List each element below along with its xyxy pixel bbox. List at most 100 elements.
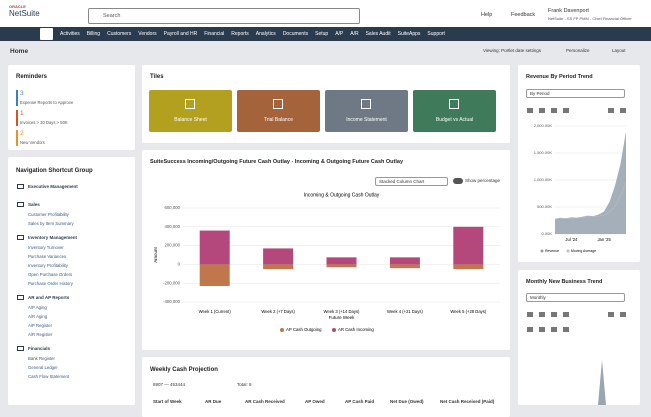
header: ORACLE NetSuite Search Help Feedback Fra… <box>0 0 651 27</box>
shortcut-link[interactable]: Customer Profitability <box>28 212 69 217</box>
reminder-label[interactable]: Invoices > 30 Days > 50K <box>20 120 68 125</box>
legend-marker <box>540 249 544 253</box>
x-axis-label: Future Week <box>329 315 355 320</box>
column-header: AP Cash Paid <box>345 399 375 404</box>
panel-title: Monthly New Business Trend <box>526 279 603 285</box>
legend-label: AR Cash Incoming <box>338 327 374 332</box>
tile[interactable]: Income Statement <box>325 90 408 132</box>
shortcut-link[interactable]: Purchase Variances <box>28 254 67 259</box>
shortcut-link[interactable]: Sales by Item Summary <box>28 221 74 226</box>
nav-item[interactable]: A/P <box>335 31 344 37</box>
period-select[interactable]: Monthly <box>526 293 625 302</box>
toolbar-icon[interactable] <box>527 108 533 113</box>
nav-item[interactable]: Sales Audit <box>365 31 391 37</box>
logo-brand: ORACLE <box>9 4 26 9</box>
reminder-count: 2 <box>20 130 24 137</box>
user-name[interactable]: Frank Davenport <box>548 8 589 14</box>
total-count: Total: 9 <box>237 382 252 387</box>
tile[interactable]: Trial Balance <box>237 90 320 132</box>
legend-marker <box>566 249 570 253</box>
column-header: Start of Week <box>153 399 182 404</box>
reminder-label[interactable]: Expense Reports to Approve <box>20 100 74 105</box>
y-tick-label: 200,000 <box>164 243 180 248</box>
shortcut-link[interactable]: A/P Aging <box>28 305 47 310</box>
toolbar-icon[interactable] <box>551 108 557 113</box>
logo-product: NetSuite <box>9 9 40 18</box>
bar <box>263 264 294 270</box>
nav-item[interactable]: Customers <box>107 31 132 37</box>
shortcut-link[interactable]: A/R Aging <box>28 314 48 319</box>
nav-item[interactable]: Activities <box>60 31 80 37</box>
bar <box>199 264 230 287</box>
toolbar-icon[interactable] <box>608 108 614 113</box>
search-box[interactable]: Search <box>88 8 360 24</box>
group-icon <box>17 235 24 240</box>
toggle[interactable] <box>453 178 463 184</box>
filter-select[interactable]: 8907 — 453444 <box>153 382 186 387</box>
group-name[interactable]: Executive Management <box>28 184 78 189</box>
shortcut-link[interactable]: Inventory Profitability <box>28 263 68 268</box>
y-tick-label: 0 <box>178 262 181 267</box>
weekly-panel: Weekly Cash Projection 8907 — 453444 Tot… <box>142 357 510 417</box>
legend-label: Revenue <box>545 249 559 253</box>
period-select[interactable]: By Period <box>526 89 625 98</box>
group-name[interactable]: Sales <box>28 202 40 207</box>
layout-menu[interactable]: Layout <box>612 48 626 53</box>
nav-item[interactable]: Support <box>427 31 445 37</box>
shortcut-link[interactable]: A/R Register <box>28 332 53 337</box>
tiles-panel: Tiles Balance Sheet Trial Balance Income S… <box>142 65 510 143</box>
group-icon <box>17 346 24 351</box>
reminder-count: 3 <box>20 90 24 97</box>
nav-item[interactable]: Billing <box>86 31 101 37</box>
nav-item[interactable]: A/R <box>350 31 359 37</box>
personalize-menu[interactable]: Personalize <box>566 48 590 53</box>
home-icon[interactable] <box>40 28 53 40</box>
panel-title: Tiles <box>150 74 164 80</box>
nav-item[interactable]: Analytics <box>255 31 276 37</box>
reminder-label[interactable]: New Vendors <box>20 140 45 145</box>
toolbar-icon[interactable] <box>563 108 569 113</box>
bar <box>453 264 484 270</box>
toolbar-icon[interactable] <box>620 108 626 113</box>
chart-type-select[interactable]: Stacked Column Chart <box>375 177 448 186</box>
shortcut-link[interactable]: Cash Flow Statement <box>28 374 70 379</box>
feedback-link[interactable]: Feedback <box>511 12 536 18</box>
nav-item[interactable]: Financial <box>204 31 225 37</box>
y-tick-label: -200,000 <box>163 280 181 285</box>
cash-chart: Incoming & Outgoing Cash Outlay Amount Fut… <box>153 192 500 332</box>
nav-item[interactable]: SuiteApps <box>397 31 421 37</box>
nav-item[interactable]: Reports <box>231 31 249 37</box>
shortcut-link[interactable]: Purchase Order History <box>28 281 73 286</box>
tile-label: Balance Sheet <box>174 117 207 123</box>
group-name[interactable]: Financials <box>28 346 51 351</box>
x-tick-label: Week 1 (Current) <box>199 309 232 314</box>
bar <box>326 264 357 268</box>
tile-icon <box>361 99 371 109</box>
nav-item[interactable]: Vendors <box>138 31 157 37</box>
cash-outlay-panel: SuiteSuccess Incoming/Outgoing Future Ca… <box>142 150 510 350</box>
viewing-select[interactable]: Viewing: Portlet date settings <box>483 48 541 53</box>
group-name[interactable]: AR and AP Reports <box>28 295 70 300</box>
y-tick-label: 400,000 <box>164 224 180 229</box>
nav-item[interactable]: Payroll and HR <box>163 31 198 37</box>
y-tick-label: 1,500.00K <box>534 150 553 155</box>
revenue-panel: Revenue By Period Trend By Period 2,000.… <box>518 65 640 262</box>
group-icon <box>17 184 24 189</box>
help-link[interactable]: Help <box>481 12 493 18</box>
shortcut-link[interactable]: Bank Register <box>28 356 55 361</box>
trend-shape <box>598 360 606 405</box>
tile[interactable]: Balance Sheet <box>149 90 232 132</box>
tile[interactable]: Budget vs Actual <box>413 90 496 132</box>
shortcut-link[interactable]: A/P Register <box>28 323 53 328</box>
line <box>554 182 627 220</box>
shortcut-link[interactable]: Open Purchase Orders <box>28 272 73 277</box>
group-name[interactable]: Inventory Management <box>28 235 78 240</box>
toolbar-icons <box>527 312 626 332</box>
shortcuts-panel: Navigation Shortcut Group Executive Mana… <box>8 157 135 405</box>
nav-item[interactable]: Setup <box>315 31 329 37</box>
shortcut-link[interactable]: General Ledger <box>28 365 58 370</box>
shortcut-link[interactable]: Inventory Turnover <box>28 245 64 250</box>
nav-item[interactable]: Documents <box>282 31 309 37</box>
toolbar-icon[interactable] <box>539 108 545 113</box>
